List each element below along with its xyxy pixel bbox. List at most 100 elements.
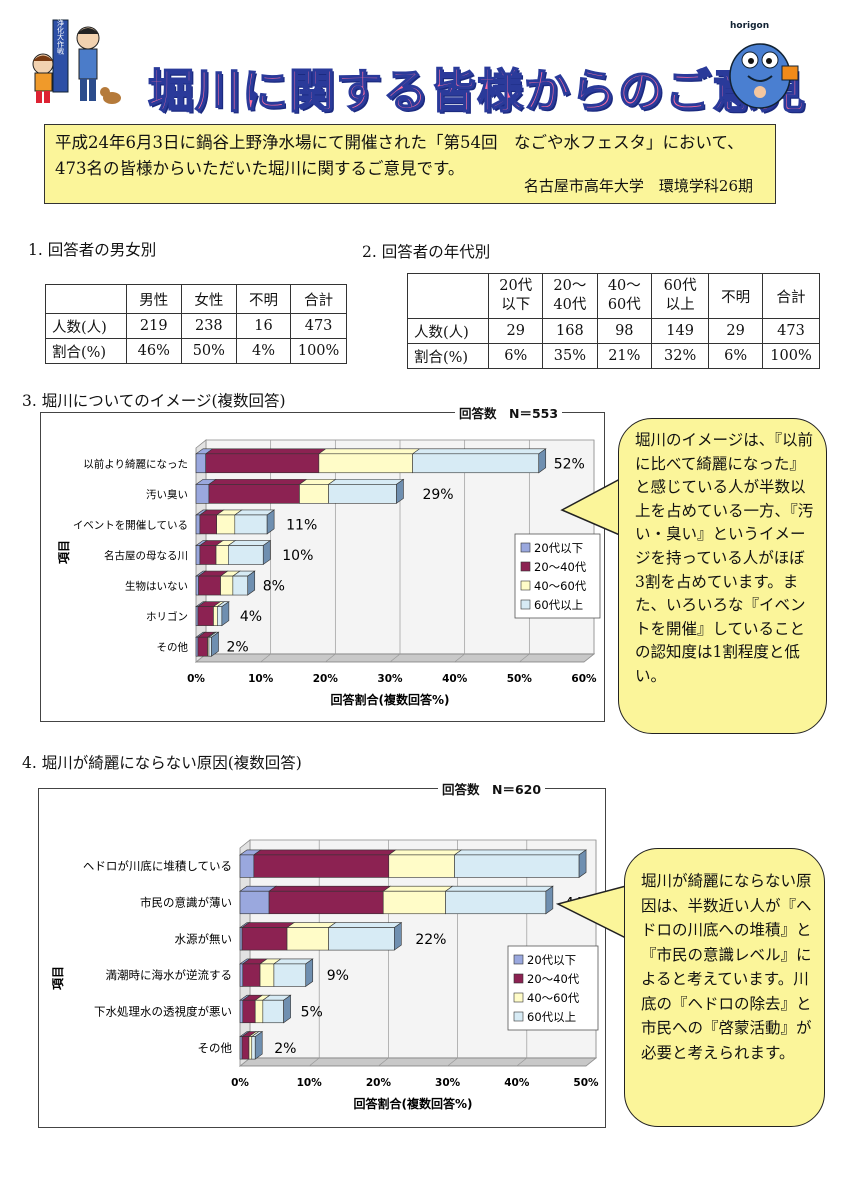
bar-segment [208,484,300,504]
table-cell: 21% [596,343,653,369]
table-cell: 16 [235,313,292,339]
gridline-floor [583,653,595,663]
bar-segment [241,1036,250,1060]
bar-end-cap [266,509,275,535]
age-table: 20代 以下 20～ 40代 40～ 60代 60代 以上 不明 合計 人数(人) 29 168… [406,273,820,369]
gridline-floor [519,653,530,663]
bubble3-text: 堀川のイメージは、『以前に比べて綺麗になった』と感じている人が半数以上を占めてい… [635,431,814,685]
x-tick-label: 40% [442,673,468,685]
gridline-floor [325,653,336,663]
legend-swatch [513,992,524,1003]
table-header-row: 20代 以下 20～ 40代 40～ 60代 60代 以上 不明 合計 [406,273,820,319]
bar-segment [382,890,446,915]
bar-segment [268,890,384,915]
bar-segment-top [444,885,554,892]
table-cell: 29 [488,318,544,344]
table-cell: 46% [125,338,182,364]
bar-segment [215,545,229,565]
category-label: ヘドロが川底に堆積している [83,859,232,873]
table-header-cell: 合計 [290,284,347,314]
bar-segment [234,514,268,535]
bar-end-cap [394,921,402,951]
bar-segment [195,575,199,596]
bubble4-text: 堀川が綺麗にならない原因は、半数近い人が『ヘドロの川底への堆積』と『市民の意識レ… [641,872,812,1062]
bar-segment [254,999,264,1024]
bar-end-cap [283,994,291,1024]
total-label: 9% [327,968,349,984]
gender-table: 男性 女性 不明 合計 人数(人) 219 238 16 473 割合(%) 46% 50% 4% 100… [45,284,347,364]
bar-end-cap [305,958,314,988]
bar-segment-top [382,885,454,892]
total-label: 52% [554,456,585,472]
table-cell: 50% [180,338,237,364]
category-label: 名古屋の母なる川 [104,549,188,562]
x-tick-label: 30% [377,673,403,685]
bar-segment-top [387,849,463,856]
section1-heading: 1. 回答者の男女別 [28,241,157,259]
bar-end-cap [538,448,547,474]
category-label: その他 [157,641,189,654]
gridline-floor [389,653,401,663]
legend-swatch [513,973,524,984]
bar-segment [273,963,307,987]
chart-floor [238,1057,598,1067]
section3-heading: 3. 堀川についてのイメージ(複数回答) [22,392,286,410]
bar-segment [242,999,256,1024]
total-label: 2% [274,1041,296,1057]
bar-segment [195,514,201,535]
bar-segment [195,453,206,474]
row-label: 割合(%) [45,338,127,364]
bar-segment [251,1036,256,1060]
table-row: 人数(人) 219 238 16 473 [45,313,347,339]
bar-segment [217,606,223,626]
intro-box: 平成24年6月3日に鍋谷上野浄水場にて開催された「第54回 なごや水フェスタ」に… [44,124,776,204]
table-header-cell [45,284,127,314]
bubble4: 堀川が綺麗にならない原因は、半数近い人が『ヘドロの川底への堆積』と『市民の意識レ… [624,848,825,1127]
kids-illustration: 堀川浄化大作戦 [32,14,121,104]
bar-segment [228,545,264,565]
bar-segment-top [241,922,295,928]
chart2-n-label: 回答数 N＝620 [438,779,546,798]
bar-segment-top [252,849,397,856]
bar-end-cap [396,478,404,504]
total-label: 10% [282,548,313,564]
bar-segment [248,1036,253,1060]
bar-segment [198,575,221,596]
total-label: 22% [415,932,446,948]
table-row: 割合(%) 6% 35% 21% 32% 6% 100% [406,343,820,369]
affiliation: 名古屋市高年大学 環境学科26期 [523,177,753,195]
category-label: 満潮時に海水が逆流する [106,968,233,982]
total-label: 29% [422,487,453,503]
x-tick-label: 20% [366,1077,392,1089]
table-cell: 219 [125,313,182,339]
bar-segment [318,453,413,474]
bar-segment [199,545,217,565]
table-cell: 473 [290,313,347,339]
legend-label: 20代以下 [527,953,576,967]
gridline-floor [260,653,271,663]
bar-segment [445,890,547,915]
bar-segment [239,999,244,1024]
table-header-cell: 60代 以上 [651,273,710,319]
category-label: 市民の意識が薄い [140,896,232,910]
table-header-cell: 男性 [125,284,182,314]
bar-segment [205,453,320,474]
bar-end-cap [247,570,256,596]
bar-segment-top [453,849,588,856]
table-cell: 35% [542,343,598,369]
flag-text: 堀川浄化大作戦 [57,14,65,56]
row-label: 人数(人) [45,313,127,339]
bar-segment [239,890,270,915]
table-cell: 32% [651,343,710,369]
total-label: 5% [301,1005,323,1021]
table-cell: 168 [542,318,598,344]
chart2-frame [38,788,606,1128]
x-tick-label: 40% [504,1077,530,1089]
bar-segment [220,575,234,596]
bar-segment [328,484,397,504]
row-label: 人数(人) [406,318,490,344]
bar-segment-top [268,885,392,892]
y-axis-label: 項目 [57,540,71,564]
bar-end-cap [221,601,230,627]
legend-swatch [513,1011,524,1022]
